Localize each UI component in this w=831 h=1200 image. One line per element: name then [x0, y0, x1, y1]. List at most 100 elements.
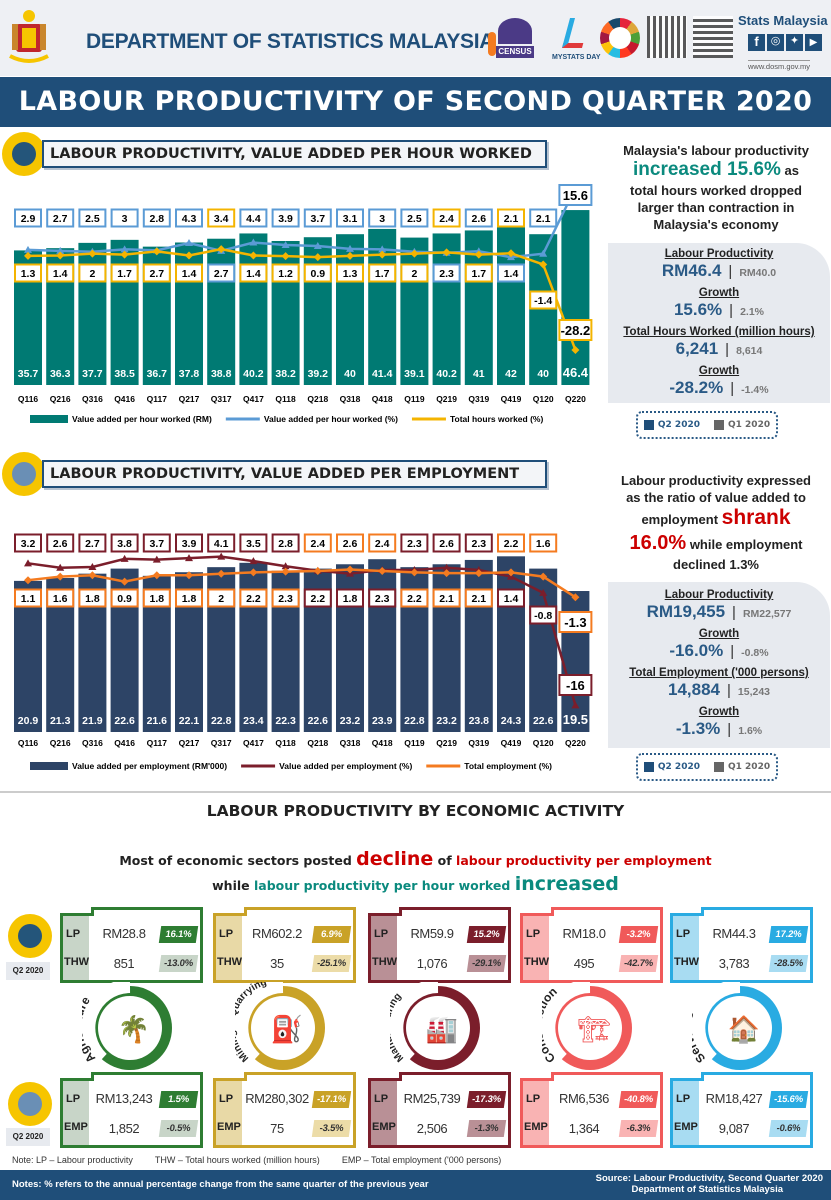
data-point	[378, 250, 387, 259]
lp-growth-badge: -15.6%	[768, 1091, 809, 1108]
x-tick-label: Q417	[243, 738, 264, 748]
data-point	[152, 571, 161, 580]
data-label-box	[207, 208, 236, 228]
note-emp: EMP – Total employment ('000 persons)	[341, 1155, 502, 1165]
x-tick-label: Q119	[404, 394, 425, 404]
twitter-icon[interactable]: ✦	[786, 34, 803, 51]
card-key-strip: LP EMP	[63, 1081, 89, 1145]
data-label: 1.3	[21, 268, 36, 280]
card-tab	[551, 1072, 663, 1081]
badge-label-arc	[235, 982, 284, 1065]
data-label-box	[558, 611, 593, 633]
data-label-box	[110, 208, 139, 228]
bar-value-label: 22.1	[179, 715, 200, 727]
headline-highlight: 16.0%	[629, 532, 687, 554]
badge-inner	[251, 996, 315, 1060]
data-label-box	[142, 208, 171, 228]
data-point	[539, 588, 548, 596]
q1-swatch	[714, 761, 724, 772]
sector-badge: Manufacturing 🏭	[390, 982, 480, 1070]
legend-q1: Q1 2020	[728, 762, 771, 773]
org-name: DEPARTMENT OF STATISTICS MALAYSIA	[86, 30, 495, 53]
data-label: 2.1	[504, 213, 519, 225]
key-thw: THW	[217, 956, 243, 968]
data-point	[281, 252, 290, 261]
bar-value-label: 22.6	[114, 715, 135, 727]
x-tick-label: Q319	[468, 394, 489, 404]
data-label: 3.8	[117, 538, 132, 550]
facebook-icon[interactable]: f	[748, 34, 765, 51]
lp-growth-badge: -3.2%	[618, 926, 659, 943]
badge-label-arc	[542, 982, 591, 1065]
youtube-icon[interactable]: ▶	[805, 34, 822, 51]
lp-value: RM28.8	[102, 926, 146, 941]
chart-value-added-per-employment: 20.9Q11621.3Q21621.9Q31622.6Q41621.6Q117…	[14, 533, 593, 771]
crane-icon: 🏗	[577, 1014, 610, 1044]
bar	[464, 559, 493, 732]
thw-growth-badge: -25.1%	[311, 955, 352, 972]
data-point	[539, 260, 548, 269]
source-line: Source: Labour Productivity, Second Quar…	[595, 1173, 823, 1184]
x-tick-label: Q418	[372, 738, 393, 748]
section-heading-sector: LABOUR PRODUCTIVITY BY ECONOMIC ACTIVITY	[206, 802, 625, 820]
factory-icon: 🏭	[426, 1014, 458, 1044]
oil-rig-icon: ⛽	[271, 1014, 303, 1044]
lp-value: RM44.3	[712, 926, 756, 941]
stats-malaysia-brand: Stats Malaysia	[738, 13, 828, 28]
data-label: 2.4	[375, 538, 390, 550]
badge-inner	[558, 996, 622, 1060]
x-tick-label: Q118	[275, 738, 296, 748]
stat-q1-value: -0.8%	[741, 647, 769, 659]
data-label-box	[110, 533, 139, 553]
legend-quarter-employment: Q2 2020 Q1 2020	[636, 753, 778, 781]
card-tab	[701, 1072, 813, 1081]
legend-q2: Q2 2020	[657, 762, 700, 773]
lp-value: RM59.9	[410, 926, 454, 941]
summary-panel-employment: Labour Productivity RM19,455 | RM22,577 Grow…	[608, 582, 830, 748]
data-label-box	[78, 588, 107, 608]
qr-code-facebook[interactable]	[693, 16, 733, 58]
house-dollar-icon: 🏠	[728, 1014, 760, 1044]
stat-label: Growth	[698, 706, 740, 718]
data-label: 2	[411, 268, 417, 280]
data-label-box	[368, 588, 397, 608]
palm-tree-icon: 🌴	[118, 1014, 150, 1044]
thw-value: 35	[270, 956, 284, 971]
q2-tag: Q2 2020	[6, 962, 50, 980]
census-text: CENSUS	[496, 46, 534, 58]
x-tick-label: Q116	[18, 394, 39, 404]
data-label-box	[303, 588, 332, 608]
data-label: 1.7	[117, 268, 132, 280]
legend-quarter-hour: Q2 2020 Q1 2020	[636, 411, 778, 439]
stat-separator: |	[727, 721, 732, 738]
sector-card-hours: LP THW RM18.0 -3.2% 495 -42.7%	[520, 907, 663, 983]
lp-growth-badge: 6.9%	[311, 926, 352, 943]
bar-value-label: 35.7	[18, 368, 39, 380]
stat-q2-value: RM46.4	[661, 261, 722, 280]
bar	[271, 240, 300, 385]
data-label: 2.1	[471, 593, 486, 605]
data-point	[56, 246, 65, 254]
data-label: 3.9	[278, 213, 293, 225]
data-label: 2.5	[85, 213, 100, 225]
data-label-box	[175, 533, 203, 553]
bar-value-label: 40.2	[436, 368, 457, 380]
data-label-box	[529, 533, 558, 553]
clock-gear-icon	[2, 132, 46, 176]
sector-card-employment: LP EMP RM18,427 -15.6% 9,087 -0.6%	[670, 1072, 813, 1148]
x-tick-label: Q118	[275, 394, 296, 404]
data-point	[281, 562, 290, 570]
instagram-icon[interactable]: ◎	[767, 34, 784, 51]
website-link[interactable]: www.dosm.gov.my	[748, 60, 810, 71]
data-point	[24, 576, 32, 585]
emp-growth-badge: -0.5%	[158, 1120, 199, 1137]
data-label-box	[529, 605, 558, 625]
data-label: 2.3	[278, 593, 293, 605]
data-point	[120, 245, 129, 253]
data-point	[410, 568, 419, 577]
bar	[368, 559, 397, 732]
data-label-box	[14, 263, 42, 283]
card-key-strip: LP EMP	[673, 1081, 699, 1145]
qr-code[interactable]	[647, 16, 687, 58]
data-point	[185, 571, 193, 580]
